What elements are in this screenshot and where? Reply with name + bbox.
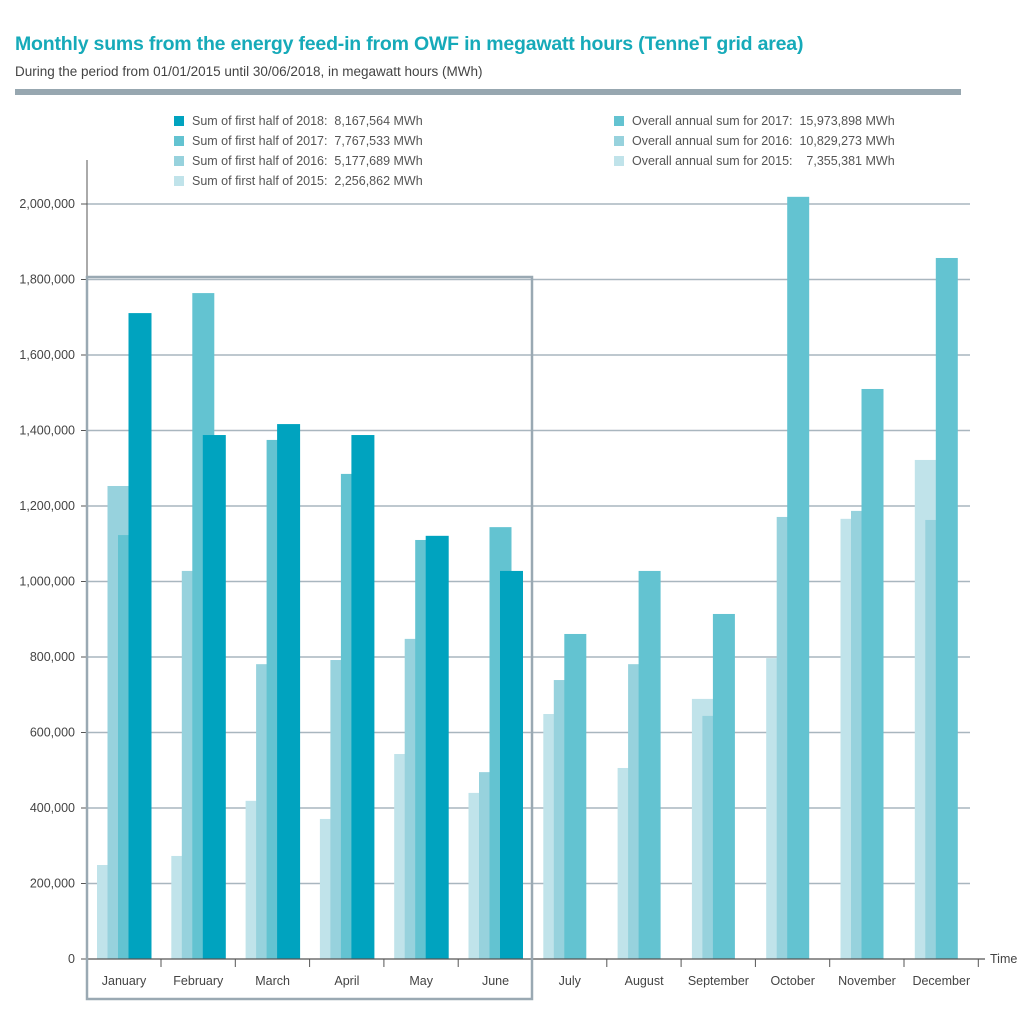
x-axis-label: Time (990, 952, 1017, 966)
x-tick-label: November (838, 974, 896, 988)
chart-title: Monthly sums from the energy feed-in fro… (15, 33, 804, 55)
legend-annual: Overall annual sum for 2017: 15,973,898 … (614, 111, 895, 171)
legend-label: Sum of first half of 2015: 2,256,862 MWh (192, 174, 423, 188)
y-tick-label: 1,600,000 (19, 348, 75, 362)
bar-2017-august (638, 570, 661, 959)
bar-2018-february (202, 435, 226, 959)
bar-2018-april (351, 435, 375, 959)
legend-swatch (614, 156, 624, 166)
legend-label: Overall annual sum for 2016: 10,829,273 … (632, 134, 895, 148)
bars (97, 196, 958, 960)
legend-swatch (174, 116, 184, 126)
x-tick-label: April (334, 974, 359, 988)
legend-label: Overall annual sum for 2015: 7,355,381 M… (632, 154, 895, 168)
legend-swatch (174, 176, 184, 186)
x-tick-label: May (409, 974, 433, 988)
legend-item-2015-h1: Sum of first half of 2015: 2,256,862 MWh (174, 171, 423, 191)
legend-item-2018-h1: Sum of first half of 2018: 8,167,564 MWh (174, 111, 423, 131)
legend-swatch (614, 116, 624, 126)
legend-swatch (174, 156, 184, 166)
tick-labels: 0 200,000 400,000 600,000 800,000 1,000,000 1,… (19, 197, 970, 988)
bar-2017-july (564, 633, 587, 959)
y-tick-label: 1,400,000 (19, 424, 75, 438)
first-half-highlight-frame (85, 275, 534, 1001)
legend-label: Sum of first half of 2017: 7,767,533 MWh (192, 134, 423, 148)
y-tick-label: 1,200,000 (19, 499, 75, 513)
bar-2018-june (500, 570, 523, 959)
legend-first-half: Sum of first half of 2018: 8,167,564 MWh… (174, 111, 423, 191)
bar-2018-march (277, 424, 301, 959)
gridlines (87, 203, 970, 885)
legend-swatch (174, 136, 184, 146)
legend-swatch (614, 136, 624, 146)
legend-item-2017-annual: Overall annual sum for 2017: 15,973,898 … (614, 111, 895, 131)
bar-2018-january (128, 313, 152, 959)
legend-label: Sum of first half of 2016: 5,177,689 MWh (192, 154, 423, 168)
bar-2017-november (861, 388, 884, 960)
bar-2017-september (712, 613, 735, 959)
legend-item-2016-h1: Sum of first half of 2016: 5,177,689 MWh (174, 151, 423, 171)
x-tick-label: July (559, 974, 582, 988)
legend-item-2015-annual: Overall annual sum for 2015: 7,355,381 M… (614, 151, 895, 171)
y-tick-label: 400,000 (30, 801, 75, 815)
header-divider (15, 89, 961, 95)
bar-2017-december (935, 257, 958, 959)
y-tick-label: 2,000,000 (19, 197, 75, 211)
x-tick-label: June (482, 974, 509, 988)
x-tick-label: December (912, 974, 970, 988)
x-tick-label: September (688, 974, 749, 988)
legend-label: Overall annual sum for 2017: 15,973,898 … (632, 114, 895, 128)
x-tick-label: March (255, 974, 290, 988)
bar-2018-may (425, 535, 449, 959)
bar-2017-october (787, 196, 810, 959)
x-tick-label: August (625, 974, 664, 988)
legend-label: Sum of first half of 2018: 8,167,564 MWh (192, 114, 423, 128)
y-tick-label: 1,000,000 (19, 575, 75, 589)
legend-item-2016-annual: Overall annual sum for 2016: 10,829,273 … (614, 131, 895, 151)
x-tick-label: October (770, 974, 814, 988)
y-tick-label: 0 (68, 952, 75, 966)
x-tick-label: January (102, 974, 147, 988)
legend-item-2017-h1: Sum of first half of 2017: 7,767,533 MWh (174, 131, 423, 151)
y-tick-label: 600,000 (30, 726, 75, 740)
y-tick-label: 800,000 (30, 650, 75, 664)
axes (81, 160, 985, 1001)
chart-subtitle: During the period from 01/01/2015 until … (15, 64, 483, 79)
y-tick-label: 200,000 (30, 877, 75, 891)
y-tick-label: 1,800,000 (19, 273, 75, 287)
x-tick-label: February (173, 974, 224, 988)
